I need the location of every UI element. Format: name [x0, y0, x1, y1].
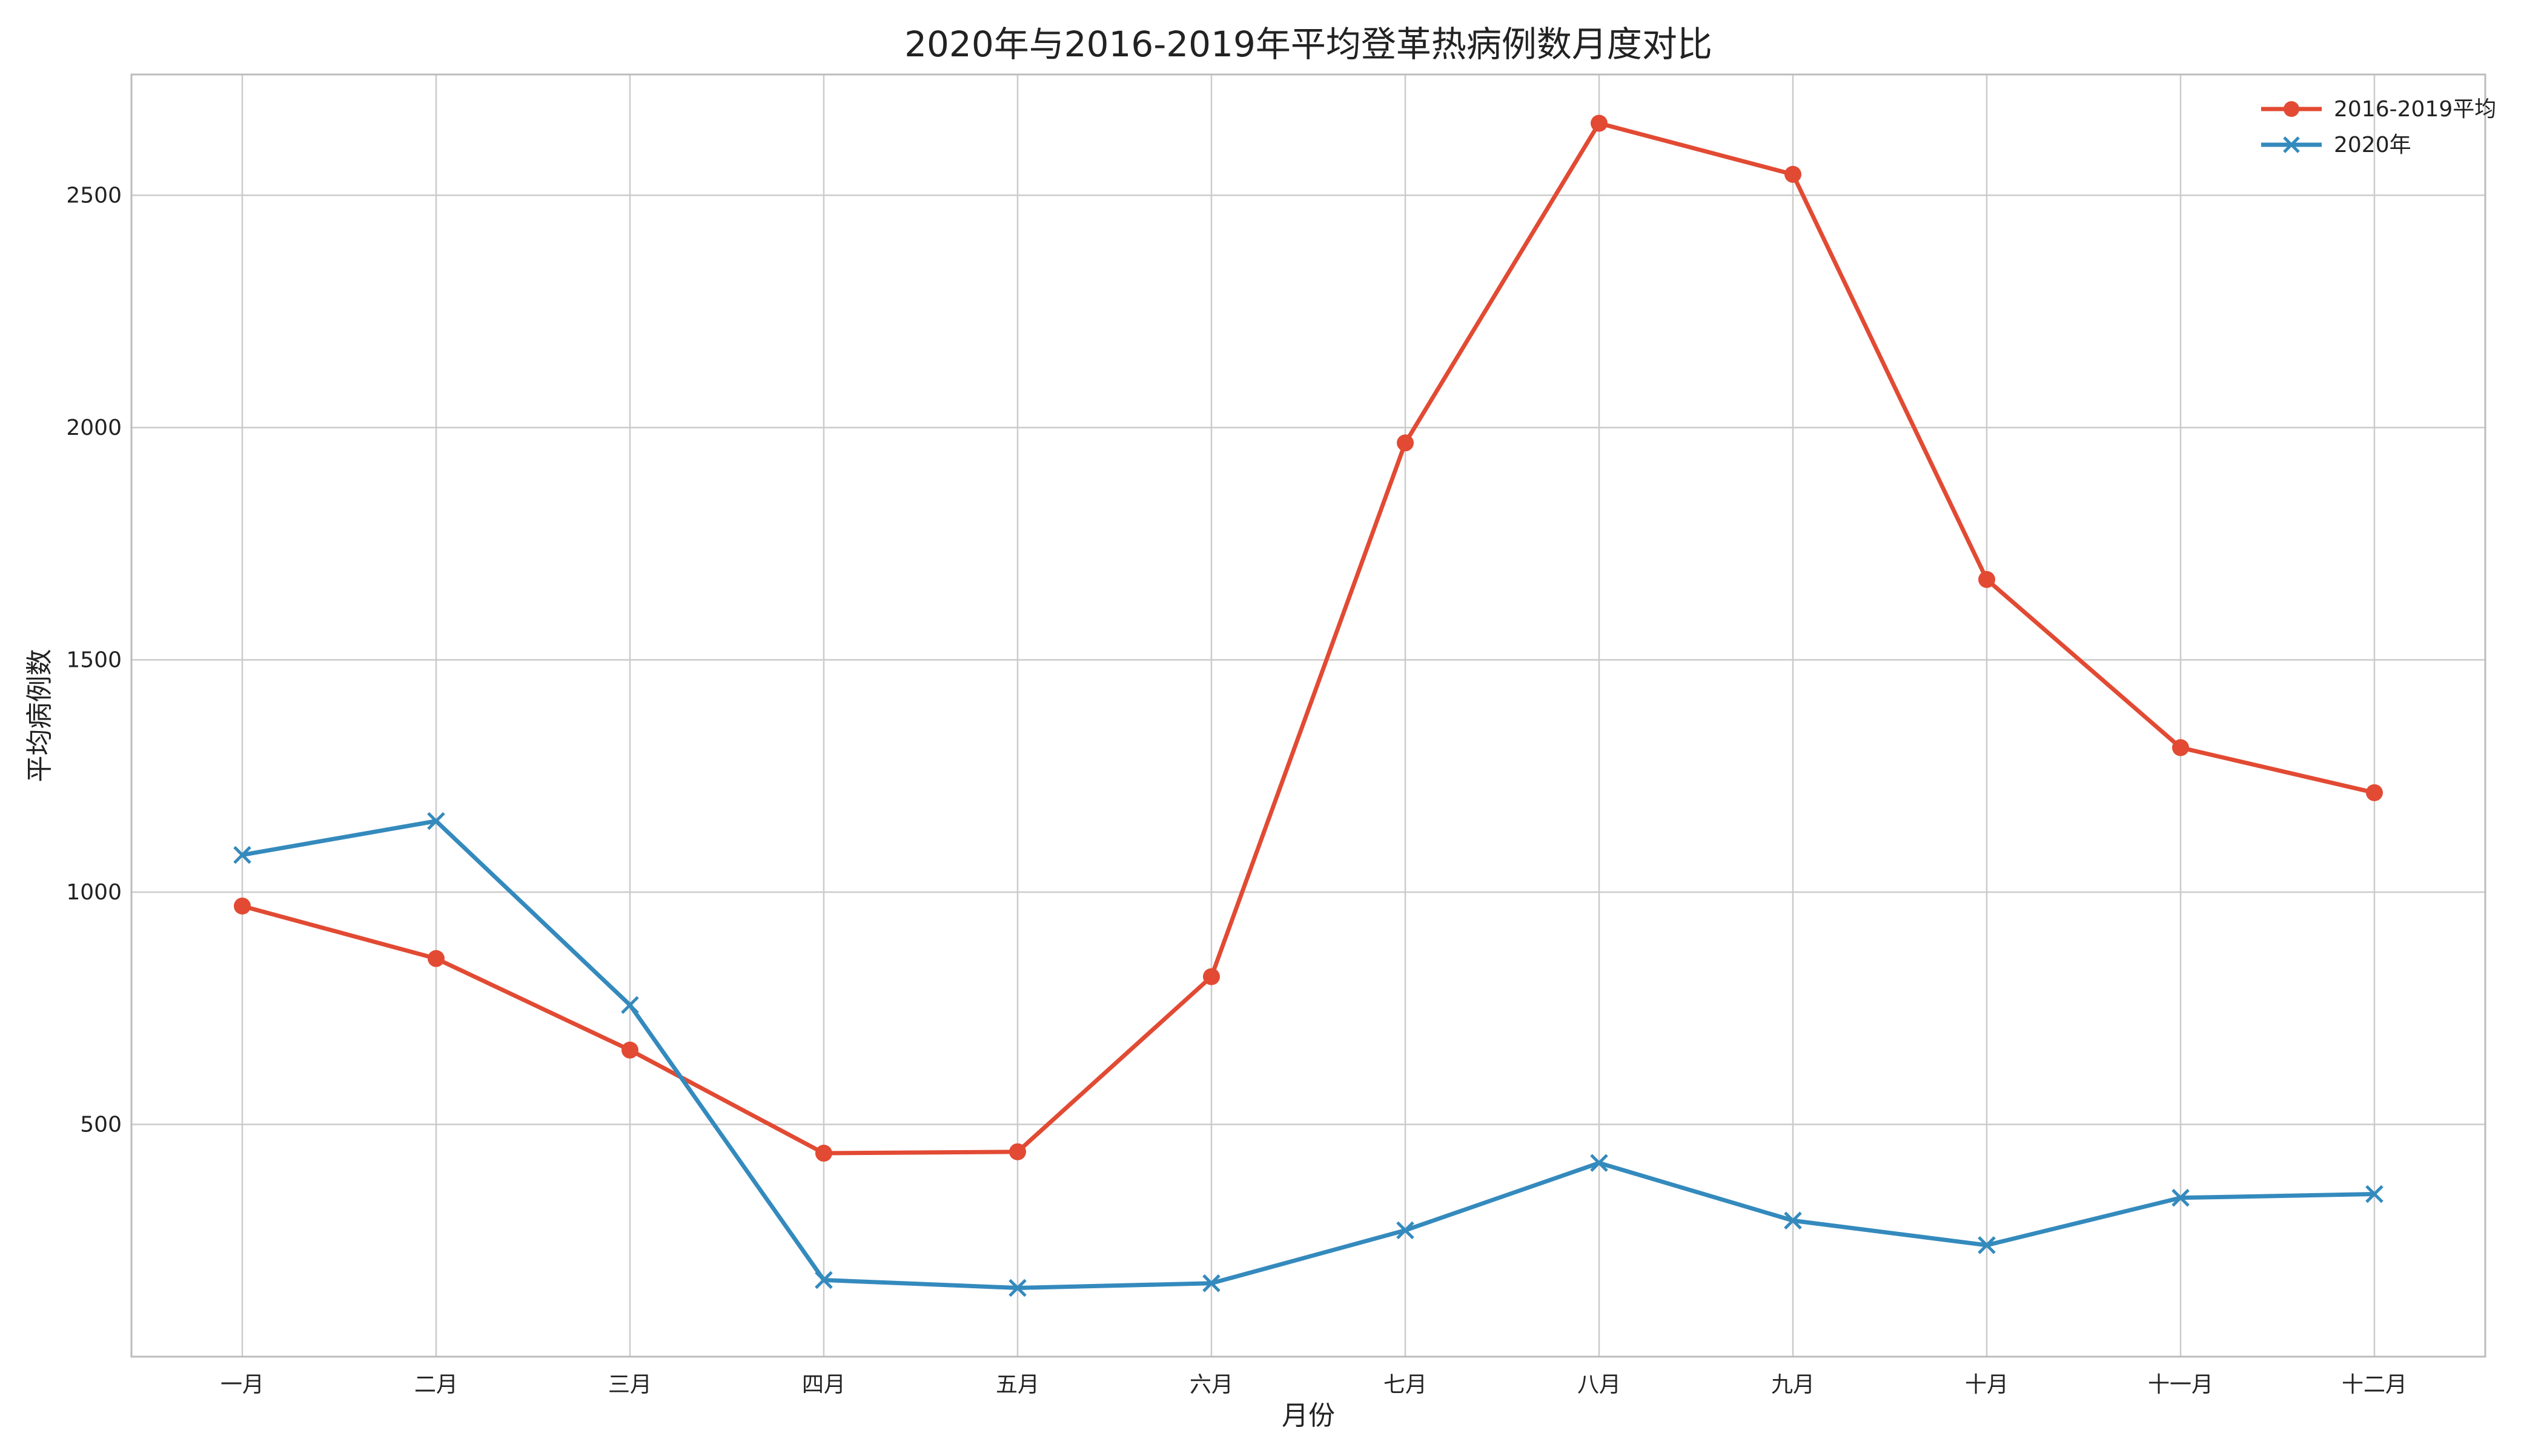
x-axis-title: 月份: [1282, 1400, 1335, 1431]
series-layer: [233, 114, 2383, 1297]
legend-item: 2020年: [2261, 133, 2411, 157]
data-point: [1978, 1236, 1996, 1254]
x-tick-label: 六月: [1190, 1372, 1233, 1397]
x-tick-label: 八月: [1577, 1372, 1621, 1397]
plot-frame: [130, 73, 2486, 1358]
data-point: [1784, 1211, 1802, 1230]
legend-marker: [2283, 136, 2300, 153]
legend-label: 2020年: [2334, 133, 2411, 157]
data-point: [234, 897, 251, 915]
x-tick-label: 十月: [1965, 1372, 2009, 1397]
data-point: [621, 1041, 638, 1059]
series-line: [242, 819, 2375, 1290]
chart-title: 2020年与2016-2019年平均登革热病例数月度对比: [904, 24, 1712, 65]
data-point: [1009, 1143, 1026, 1160]
x-tick-label: 一月: [220, 1372, 264, 1397]
legend-label: 2016-2019平均: [2334, 97, 2496, 122]
data-point: [1009, 1279, 1027, 1297]
data-point: [1590, 1154, 1608, 1172]
y-tick-label: 1500: [66, 647, 122, 672]
data-point: [233, 845, 251, 864]
y-tick-label: 500: [80, 1112, 122, 1137]
legend-marker: [2284, 101, 2299, 117]
x-tick-label: 九月: [1771, 1372, 1815, 1397]
data-point: [815, 1145, 832, 1162]
legend: 2016-2019平均 2020年: [2261, 97, 2496, 157]
data-point: [427, 812, 445, 830]
data-point: [1591, 114, 1608, 132]
grid-layer: [131, 74, 2485, 1357]
data-point: [1202, 1274, 1221, 1292]
x-tick-label: 十一月: [2148, 1372, 2213, 1397]
x-tick-label: 五月: [996, 1372, 1039, 1397]
y-tick-label: 2500: [66, 183, 122, 208]
data-point: [428, 950, 445, 967]
data-point: [2172, 739, 2189, 756]
y-tick-label: 1000: [66, 880, 122, 905]
data-point: [815, 1271, 833, 1289]
data-point: [621, 996, 639, 1014]
x-tick-label: 十二月: [2342, 1372, 2407, 1397]
series-line: [242, 121, 2375, 1156]
legend-item: 2016-2019平均: [2261, 97, 2496, 122]
data-point: [1784, 165, 1801, 183]
x-tick-label: 二月: [414, 1372, 458, 1397]
data-point: [1396, 1221, 1414, 1240]
data-point: [1397, 434, 1414, 452]
x-tick-label: 七月: [1383, 1372, 1427, 1397]
series-1: [234, 114, 2383, 1162]
tick-labels: 一月 二月 三月 四月 五月 六月 七月 八月 九月 十月 十一月 十二月 500 1000 1500 200…: [66, 183, 2407, 1397]
data-point: [1203, 968, 1220, 985]
y-axis-title: 平均病例数: [24, 649, 55, 783]
data-point: [2366, 784, 2383, 801]
data-point: [2365, 1185, 2383, 1203]
x-tick-label: 三月: [608, 1372, 652, 1397]
series-2: [233, 812, 2383, 1297]
data-point: [1978, 571, 1995, 588]
data-point: [2171, 1188, 2190, 1207]
y-tick-label: 2000: [66, 415, 122, 440]
x-tick-label: 四月: [802, 1372, 846, 1397]
